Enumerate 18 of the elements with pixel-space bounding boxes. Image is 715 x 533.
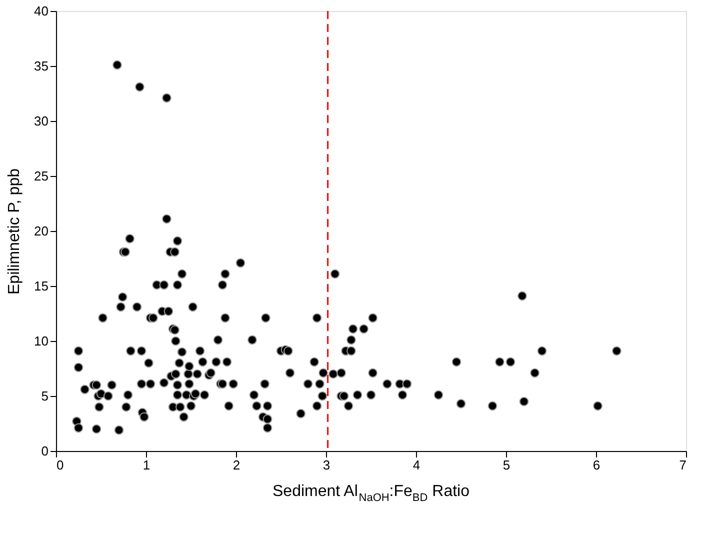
x-tick-label: 3 — [322, 458, 330, 472]
x-tick-label: 0 — [56, 458, 64, 472]
y-tick-label: 5 — [41, 388, 48, 404]
x-tick-label: 6 — [592, 458, 600, 472]
y-tick-label: 0 — [41, 444, 48, 458]
y-tick-label: 15 — [34, 278, 48, 294]
x-tick-label: 4 — [412, 458, 420, 472]
y-tick-label: 10 — [34, 334, 48, 348]
x-tick-label: 1 — [142, 458, 150, 472]
y-tick-label: 20 — [34, 224, 48, 238]
x-tick-label: 5 — [502, 458, 510, 472]
x-tick-label: 7 — [679, 458, 686, 472]
y-axis-title: Epilimnetic P, ppb — [6, 168, 24, 294]
y-tick-label: 25 — [34, 168, 48, 184]
x-tick-label: 2 — [232, 458, 240, 472]
y-tick-label: 30 — [34, 114, 48, 128]
y-tick-label: 40 — [34, 4, 48, 18]
y-tick-label: 35 — [34, 58, 48, 74]
